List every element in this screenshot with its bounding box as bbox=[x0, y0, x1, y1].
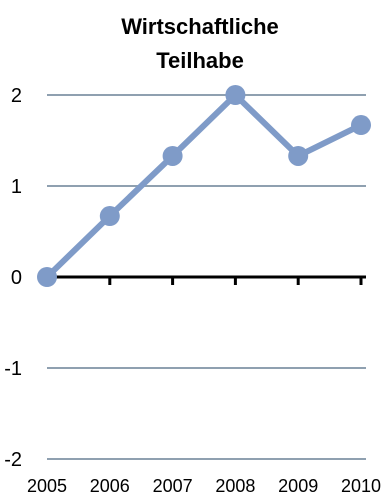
x-tick-label: 2009 bbox=[278, 476, 318, 495]
chart-title-line-2: Teilhabe bbox=[156, 48, 244, 73]
series-line bbox=[37, 85, 371, 287]
data-point-marker bbox=[162, 145, 183, 166]
x-tick-label: 2008 bbox=[215, 476, 255, 495]
data-point-marker bbox=[288, 145, 309, 166]
gridlines bbox=[47, 94, 366, 460]
x-tick-label: 2005 bbox=[27, 476, 67, 495]
x-axis-tick-labels: 2005 2006 2007 2008 2009 2010 bbox=[27, 476, 381, 495]
y-tick-label: 1 bbox=[11, 176, 22, 198]
y-tick-label: 2 bbox=[11, 85, 22, 107]
y-tick-label: -2 bbox=[4, 449, 22, 471]
x-tick-label: 2006 bbox=[90, 476, 130, 495]
x-axis bbox=[47, 275, 366, 285]
data-point-marker bbox=[99, 206, 120, 227]
data-point-marker bbox=[351, 115, 371, 136]
series-line-path bbox=[44, 92, 363, 280]
data-point-marker bbox=[225, 85, 246, 105]
x-tick-label: 2010 bbox=[341, 476, 381, 495]
x-tick-label: 2007 bbox=[153, 476, 193, 495]
y-tick-label: -1 bbox=[4, 358, 22, 380]
data-point-marker bbox=[37, 267, 57, 287]
y-tick-label: 0 bbox=[11, 267, 22, 289]
chart-title-line-1: Wirtschaftliche bbox=[121, 14, 279, 39]
y-axis-tick-labels: 2 1 0 -1 -2 bbox=[4, 85, 22, 471]
